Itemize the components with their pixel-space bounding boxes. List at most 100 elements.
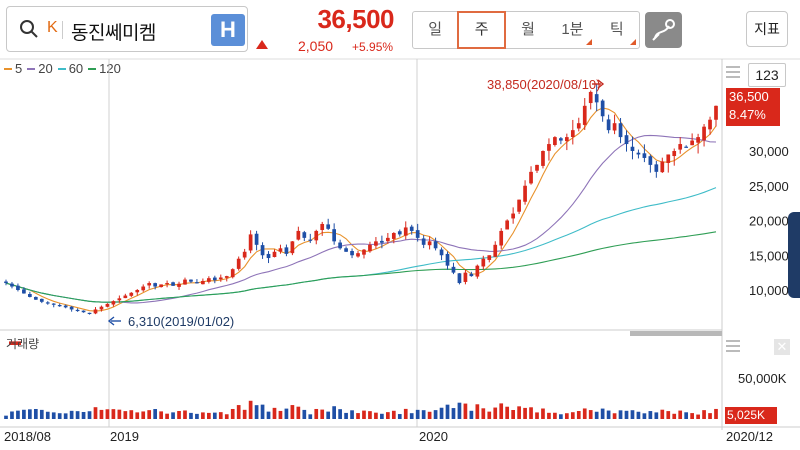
candle (511, 213, 515, 219)
candle (415, 230, 420, 238)
candle (702, 126, 706, 141)
ma-legend: 5 20 60 120 (4, 61, 121, 76)
drawing-tool-icon (652, 19, 675, 41)
volume-bar (594, 411, 599, 419)
price-box-percent: 8.47% (729, 107, 766, 122)
candle (588, 91, 593, 104)
close-icon[interactable]: ✕ (774, 339, 790, 355)
volume-bar (266, 411, 271, 419)
volume-bar (684, 412, 689, 419)
candle (16, 285, 20, 290)
x-axis-label: 2020 (419, 429, 448, 444)
candle (547, 144, 551, 151)
volume-bar (224, 414, 229, 419)
h-badge-button[interactable]: H (211, 14, 245, 46)
volume-bar (117, 409, 122, 419)
candle (284, 247, 289, 254)
stock-search-box[interactable]: K 동진쎄미켐 H (6, 6, 248, 52)
tab-tick[interactable]: 틱 (595, 12, 639, 48)
legend-ma60: 60 (57, 61, 83, 76)
candle (439, 249, 444, 256)
candle (171, 282, 175, 286)
volume-bar (582, 408, 587, 419)
volume-bar (39, 409, 44, 419)
volume-bar (171, 412, 175, 419)
volume-bar (4, 415, 8, 419)
volume-bar (75, 411, 80, 419)
candle (147, 283, 152, 286)
candle (230, 269, 235, 278)
side-panel-handle[interactable] (788, 212, 800, 298)
volume-bar (105, 409, 110, 419)
candle (564, 137, 569, 142)
candle (153, 283, 158, 287)
candle (451, 266, 456, 273)
candle (266, 253, 271, 259)
volume-bar (99, 409, 104, 419)
candle (195, 282, 199, 284)
high-annotation: 38,850(2020/08/10) (487, 77, 600, 92)
volume-bar (248, 400, 253, 419)
volume-bar (57, 413, 62, 419)
x-axis-label: 2019 (110, 429, 139, 444)
candle (332, 229, 337, 242)
legend-swatch (4, 67, 12, 70)
volume-bar (535, 412, 539, 419)
indicator-button[interactable]: 지표 (746, 11, 788, 47)
tab-month[interactable]: 월 (521, 21, 535, 38)
volume-bar (547, 412, 551, 419)
stock-name[interactable]: 동진쎄미켐 (71, 23, 156, 44)
volume-bar (499, 403, 504, 419)
volume-bar (433, 410, 438, 419)
volume-title: 거래량 (6, 337, 40, 351)
volume-bar (570, 412, 575, 419)
volume-bar (391, 410, 396, 419)
tab-day[interactable]: 일 (428, 21, 443, 38)
volume-bar (141, 411, 146, 419)
search-icon[interactable] (19, 19, 39, 39)
volume-bar (28, 409, 32, 419)
volume-bar (451, 408, 456, 419)
volume-bar (368, 411, 372, 419)
candle (123, 295, 128, 299)
legend-swatch (88, 67, 97, 70)
current-volume-box: 5,025K (725, 407, 777, 424)
volume-bar (177, 410, 181, 419)
drawing-tool-button[interactable] (645, 12, 682, 48)
volume-bar (272, 407, 277, 419)
price-menu-icon[interactable] (726, 66, 740, 78)
candle (630, 146, 635, 151)
candle (374, 241, 378, 246)
tab-minute[interactable]: 1분 (550, 12, 594, 48)
volume-bar (284, 408, 289, 419)
number-button[interactable]: 123 (748, 63, 786, 87)
volume-bar (642, 413, 647, 419)
tab-week[interactable]: 주 (457, 11, 506, 49)
y-axis-tick: 25,000 (749, 179, 789, 194)
volume-bar (666, 411, 671, 419)
volume-bar (505, 406, 510, 419)
volume-bar (93, 407, 98, 419)
candle (117, 298, 122, 301)
candle (559, 138, 563, 141)
volume-bar (487, 411, 492, 419)
volume-bar (183, 410, 187, 419)
y-axis-tick: 20,000 (749, 214, 789, 229)
candle (618, 123, 623, 138)
volume-bar (696, 414, 700, 419)
volume-bar (33, 408, 38, 419)
volume-bar (212, 412, 217, 419)
candle (582, 105, 587, 125)
volume-bar (409, 413, 414, 419)
volume-bar (630, 410, 635, 419)
volume-bar (195, 413, 199, 419)
candle (654, 164, 659, 172)
volume-bar (469, 410, 474, 419)
candle (4, 281, 8, 284)
volume-bar (529, 407, 533, 419)
volume-bar (714, 408, 718, 419)
chart-scrollbar[interactable] (630, 331, 722, 336)
volume-bar (242, 409, 247, 419)
volume-menu-icon[interactable] (726, 340, 740, 352)
